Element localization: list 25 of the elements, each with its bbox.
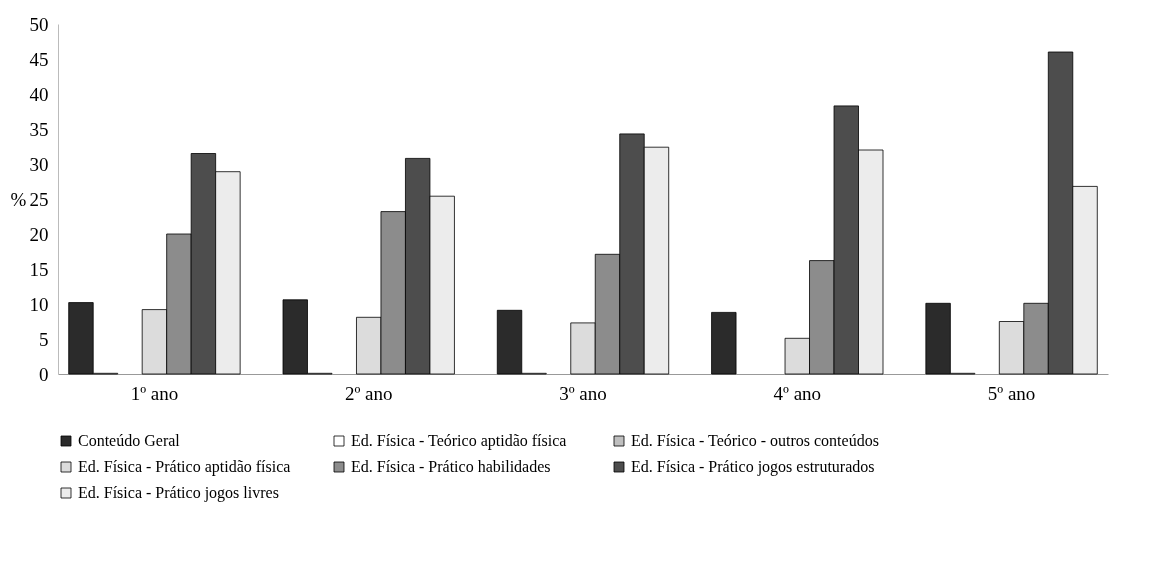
x-tick-label: 5º ano <box>987 382 1036 404</box>
y-tick-label: 10 <box>29 293 49 315</box>
x-tick-label: 3º ano <box>559 382 607 404</box>
x-tick-label: 1º ano <box>130 382 179 404</box>
legend-label: Ed. Física - Teórico - outros conteúdos <box>631 432 879 449</box>
y-axis-title: % <box>10 188 27 210</box>
y-tick-label: 45 <box>29 48 49 70</box>
legend-label: Ed. Física - Prático jogos livres <box>78 484 279 502</box>
x-tick-label: 4º ano <box>773 382 822 404</box>
legend-label: Ed. Física - Prático aptidão física <box>78 458 291 476</box>
bar <box>711 312 737 375</box>
y-tick-label: 15 <box>29 258 49 280</box>
y-tick-label: 20 <box>29 223 49 245</box>
y-tick-label: 30 <box>29 153 49 175</box>
y-tick-label: 25 <box>29 188 49 210</box>
legend-label: Conteúdo Geral <box>78 432 181 449</box>
x-tick-label: 2º ano <box>344 382 393 404</box>
legend-label: Ed. Física - Teórico aptidão física <box>351 432 567 450</box>
y-tick-label: 35 <box>29 118 49 140</box>
y-tick-label: 5 <box>39 328 49 350</box>
legend-label: Ed. Física - Prático jogos estruturados <box>631 458 875 476</box>
y-tick-label: 40 <box>29 83 49 105</box>
y-tick-label: 50 <box>29 13 49 35</box>
y-tick-label: 0 <box>39 363 49 385</box>
legend-label: Ed. Física - Prático habilidades <box>351 458 551 475</box>
